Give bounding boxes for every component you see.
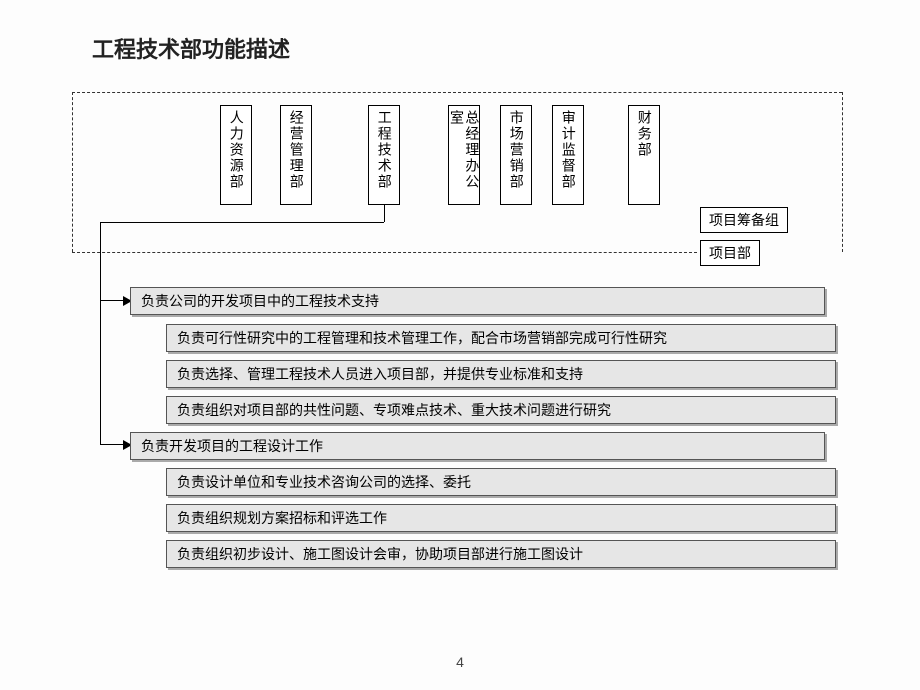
function-sub-box: 负责组织对项目部的共性问题、专项难点技术、重大技术问题进行研究 bbox=[166, 396, 836, 424]
function-label: 负责选择、管理工程技术人员进入项目部，并提供专业标准和支持 bbox=[177, 364, 583, 384]
function-sub-box: 负责可行性研究中的工程管理和技术管理工作，配合市场营销部完成可行性研究 bbox=[166, 324, 836, 352]
department-label: 总经理办公室 bbox=[449, 110, 480, 204]
arrow2-line bbox=[100, 444, 123, 445]
connector-left-vertical bbox=[100, 222, 101, 444]
department-box: 市场营销部 bbox=[500, 105, 532, 205]
function-label: 负责组织规划方案招标和评选工作 bbox=[177, 508, 387, 528]
project-label: 项目筹备组 bbox=[709, 210, 779, 230]
department-label: 人力资源部 bbox=[228, 110, 243, 190]
dashed-right bbox=[842, 92, 843, 252]
department-label: 财务部 bbox=[636, 110, 651, 158]
page-title: 工程技术部功能描述 bbox=[92, 32, 290, 64]
department-box: 审计监督部 bbox=[552, 105, 584, 205]
function-sub-box: 负责设计单位和专业技术咨询公司的选择、委托 bbox=[166, 468, 836, 496]
function-sub-box: 负责组织规划方案招标和评选工作 bbox=[166, 504, 836, 532]
function-label: 负责组织初步设计、施工图设计会审，协助项目部进行施工图设计 bbox=[177, 544, 583, 564]
department-box: 财务部 bbox=[628, 105, 660, 205]
department-box: 人力资源部 bbox=[220, 105, 252, 205]
function-sub-box: 负责选择、管理工程技术人员进入项目部，并提供专业标准和支持 bbox=[166, 360, 836, 388]
function-main-box: 负责公司的开发项目中的工程技术支持 bbox=[130, 287, 825, 315]
arrow1-line bbox=[100, 300, 123, 301]
function-label: 负责开发项目的工程设计工作 bbox=[141, 436, 323, 456]
department-label: 工程技术部 bbox=[376, 110, 391, 190]
function-label: 负责公司的开发项目中的工程技术支持 bbox=[141, 291, 379, 311]
page-number: 4 bbox=[0, 654, 920, 670]
project-label: 项目部 bbox=[709, 243, 751, 263]
function-label: 负责设计单位和专业技术咨询公司的选择、委托 bbox=[177, 472, 471, 492]
function-label: 负责组织对项目部的共性问题、专项难点技术、重大技术问题进行研究 bbox=[177, 400, 611, 420]
function-sub-box: 负责组织初步设计、施工图设计会审，协助项目部进行施工图设计 bbox=[166, 540, 836, 568]
department-label: 审计监督部 bbox=[560, 110, 575, 190]
department-label: 经营管理部 bbox=[288, 110, 303, 190]
connector-horizontal bbox=[100, 222, 384, 223]
dashed-bottom bbox=[72, 252, 697, 253]
dashed-left bbox=[72, 92, 73, 252]
function-label: 负责可行性研究中的工程管理和技术管理工作，配合市场营销部完成可行性研究 bbox=[177, 328, 667, 348]
department-box: 工程技术部 bbox=[368, 105, 400, 205]
connector-vertical-from-dept bbox=[384, 205, 385, 222]
function-main-box: 负责开发项目的工程设计工作 bbox=[130, 432, 825, 460]
dashed-top bbox=[72, 92, 842, 93]
department-box: 总经理办公室 bbox=[448, 105, 480, 205]
department-box: 经营管理部 bbox=[280, 105, 312, 205]
project-box: 项目筹备组 bbox=[700, 207, 788, 233]
department-label: 市场营销部 bbox=[508, 110, 523, 190]
project-box: 项目部 bbox=[700, 240, 760, 266]
